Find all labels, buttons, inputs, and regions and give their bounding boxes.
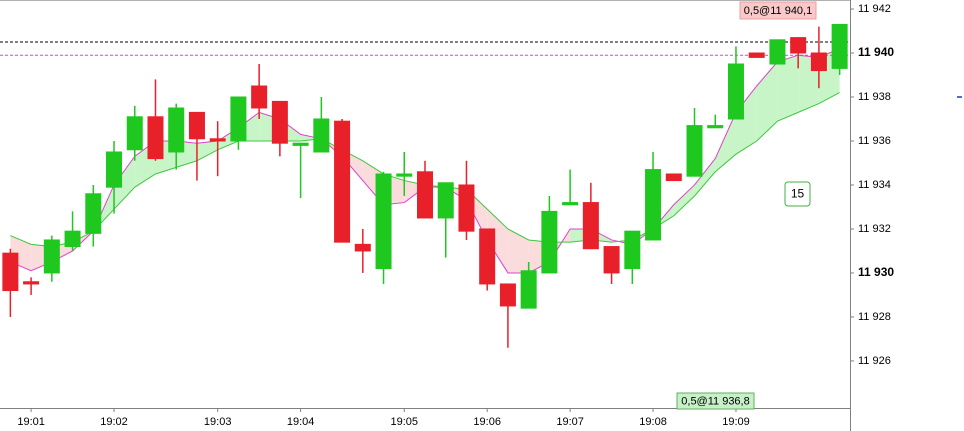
x-tick-label: 19:05 [391, 416, 419, 428]
y-tick-label: 11 930 [858, 265, 894, 279]
candle-body [334, 120, 351, 243]
x-tick-label: 19:01 [17, 416, 45, 428]
annotation: 0,5@11 936,8 [681, 395, 749, 407]
candle-body [209, 138, 226, 142]
x-tick-label: 19:07 [556, 416, 584, 428]
candle-body [810, 52, 827, 72]
candle-body [168, 107, 185, 153]
y-tick-label: 11 940 [858, 45, 894, 59]
candle-body [375, 173, 392, 270]
candle-body [188, 111, 205, 140]
annotation-box [784, 181, 811, 207]
ma-band [487, 209, 508, 273]
candle-body [645, 169, 662, 241]
candle-body [313, 118, 330, 153]
ma-band [507, 228, 529, 273]
ma-band [735, 85, 757, 155]
candle-body [106, 151, 123, 188]
y-tick-label: 11 934 [858, 179, 891, 191]
annotation-box [739, 1, 817, 20]
candle-body [479, 228, 496, 285]
y-tick-label: 11 942 [858, 3, 891, 15]
candle-body [292, 142, 309, 146]
candle-body [23, 281, 40, 285]
ma-band [196, 140, 218, 161]
candle-body [437, 182, 454, 219]
ma-band [114, 156, 135, 210]
candle-body [126, 116, 143, 151]
y-tick-label: 11 926 [858, 355, 891, 367]
candle-body [396, 173, 413, 177]
candle-body [147, 116, 164, 160]
candle-body [230, 96, 247, 142]
candle-body [562, 202, 579, 206]
candle-body [769, 39, 786, 65]
candle-body [251, 85, 268, 109]
ma-band [756, 61, 778, 141]
x-tick-label: 19:02 [100, 416, 128, 428]
candle-body [665, 173, 682, 182]
y-tick-label: 11 938 [858, 91, 891, 103]
candle-body [64, 230, 81, 248]
candle-body [85, 193, 102, 234]
annotation-box [676, 392, 755, 410]
ma-band [694, 158, 716, 196]
candle-body [707, 125, 724, 129]
ma-band [777, 55, 799, 122]
candle-body [727, 63, 744, 120]
candle-body [831, 23, 848, 69]
candle-body [748, 52, 765, 58]
candle-body [582, 202, 599, 250]
annotation: 15 [791, 187, 805, 201]
candle-body [624, 230, 641, 270]
candle-body [520, 270, 537, 309]
candle-body [354, 243, 371, 252]
x-tick-label: 19:03 [204, 416, 232, 428]
candle-body [499, 283, 516, 307]
ma-band [673, 184, 695, 216]
ma-band [715, 112, 736, 172]
candle-body [603, 246, 620, 274]
x-tick-label: 19:09 [722, 416, 750, 428]
x-tick-label: 19:08 [639, 416, 667, 428]
candle-body [541, 210, 558, 274]
candle-body [458, 184, 475, 232]
candle-body [686, 125, 703, 177]
x-tick-label: 19:06 [473, 416, 501, 428]
y-tick-label: 11 928 [858, 311, 891, 323]
candle-body [417, 171, 433, 219]
x-tick-label: 19:04 [287, 416, 315, 428]
candle-body [43, 239, 60, 274]
annotation: 0,5@11 940,1 [744, 5, 812, 17]
y-tick-label: 11 936 [858, 135, 891, 147]
candle-body [2, 252, 19, 292]
candle-body [790, 37, 807, 54]
candle-body [271, 100, 288, 144]
ma-band [300, 134, 322, 141]
y-tick-label: 11 932 [858, 223, 891, 235]
